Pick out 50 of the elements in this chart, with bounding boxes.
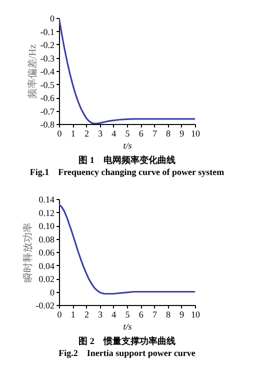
x-tick-label: 6 <box>138 128 144 138</box>
y-tick-label: -0.02 <box>36 300 54 310</box>
caption: 图 1 电网频率变化曲线 <box>78 155 176 165</box>
y-tick-label: -0.7 <box>40 106 55 116</box>
line-series <box>59 18 195 124</box>
y-tick-label: -0.5 <box>40 80 55 90</box>
y-axis-title: 瞬时释放功率 <box>22 222 34 282</box>
y-tick-label: 0 <box>50 14 55 24</box>
x-tick-label: 5 <box>125 128 130 138</box>
x-tick-label: 10 <box>191 128 200 138</box>
x-tick-label: 2 <box>84 128 89 138</box>
x-tick-label: 2 <box>84 310 89 320</box>
x-tick-label: 9 <box>180 128 185 138</box>
x-tick-label: 10 <box>191 310 200 320</box>
x-tick-label: 9 <box>180 310 185 320</box>
y-tick-label: 0.04 <box>38 260 55 271</box>
x-tick-label: 1 <box>70 128 76 138</box>
x-tick-label: 6 <box>138 310 144 320</box>
x-tick-label: 0 <box>57 128 62 138</box>
y-tick-label: -0.1 <box>40 26 54 37</box>
x-tick-label: 3 <box>98 128 104 138</box>
y-tick-label: -0.2 <box>40 40 54 50</box>
y-tick-label: 0.02 <box>38 274 54 284</box>
y-tick-label: 0.08 <box>38 234 55 244</box>
y-tick-label: 0 <box>50 287 55 298</box>
y-tick-label: -0.3 <box>40 53 55 64</box>
x-tick-label: 4 <box>112 310 117 320</box>
x-tick-label: 4 <box>112 128 117 138</box>
y-axis-title: 频率偏差/Hz <box>26 44 38 99</box>
x-axis-title: t/s <box>123 140 132 150</box>
x-tick-label: 7 <box>152 128 158 138</box>
x-tick-label: 5 <box>125 310 130 320</box>
y-tick-label: -0.8 <box>40 120 55 130</box>
y-tick-label: 0.06 <box>38 248 55 258</box>
line-series <box>59 204 195 295</box>
y-tick-label: 0.12 <box>38 208 54 218</box>
y-tick-label: 0.10 <box>38 221 55 231</box>
x-tick-label: 1 <box>70 310 76 320</box>
caption: 图 2 惯量支撑功率曲线 <box>78 336 176 346</box>
y-tick-label: -0.4 <box>40 66 55 76</box>
x-tick-label: 3 <box>98 310 104 320</box>
y-tick-label: -0.6 <box>40 93 55 103</box>
caption: Fig.1 Frequency changing curve of power system <box>30 167 225 177</box>
x-tick-label: 7 <box>152 310 158 320</box>
x-axis-title: t/s <box>123 322 132 332</box>
caption: Fig.2 Inertia support power curve <box>58 348 196 358</box>
x-tick-label: 8 <box>166 128 172 138</box>
y-tick-label: 0.14 <box>38 194 55 204</box>
x-tick-label: 0 <box>57 310 62 320</box>
x-tick-label: 8 <box>166 310 172 320</box>
